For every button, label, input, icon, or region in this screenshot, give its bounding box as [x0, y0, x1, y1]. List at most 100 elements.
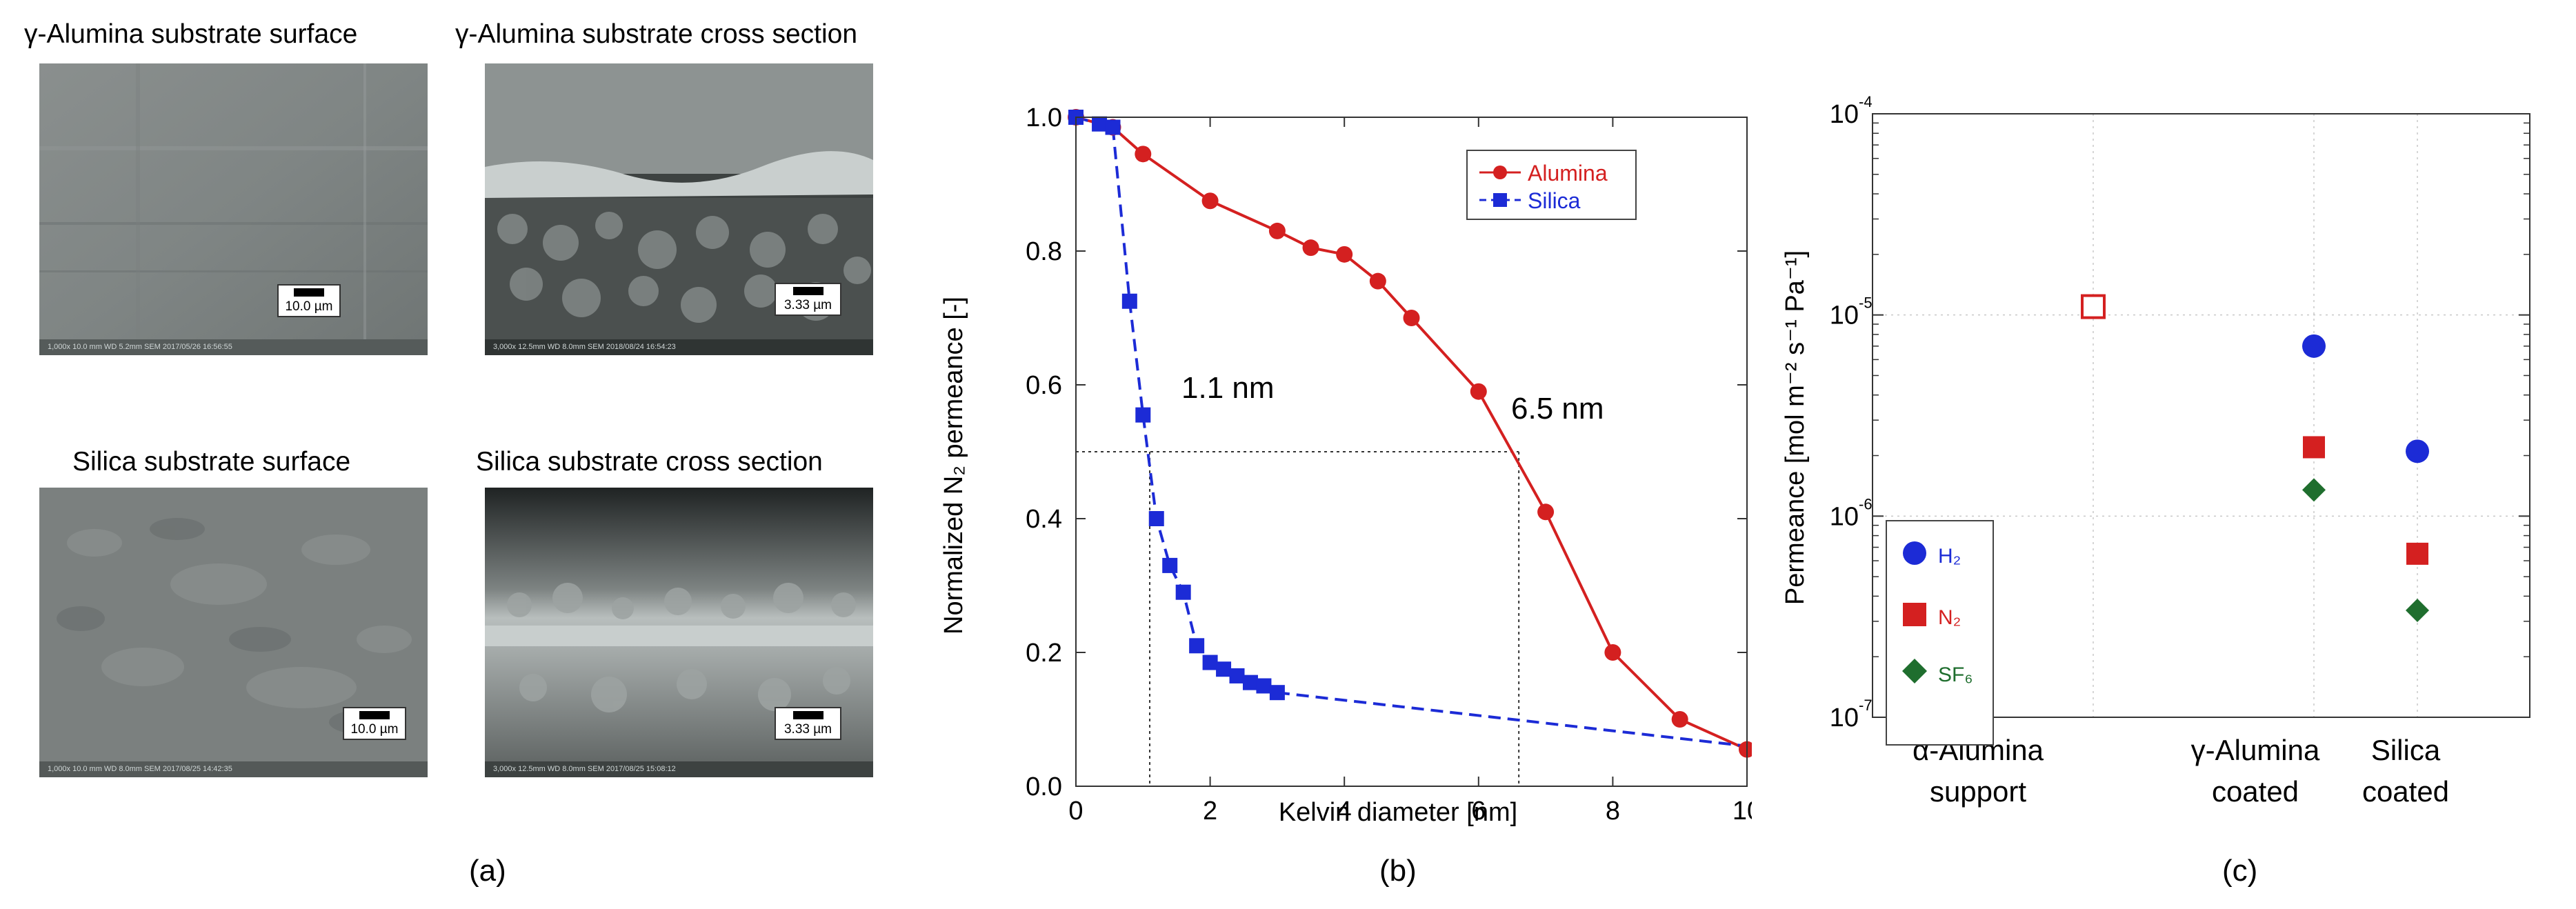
sem-title-3: Silica substrate surface — [72, 447, 351, 477]
b-frame — [1075, 117, 1748, 787]
sem-footer-1: 1,000x 10.0 mm WD 5.2mm SEM 2017/05/26 1… — [48, 343, 232, 351]
b-point-0-6 — [1336, 246, 1353, 263]
b-point-0-5 — [1302, 239, 1319, 257]
scale-bar-4: 3.33 µm — [775, 707, 841, 740]
b-point-0-7 — [1369, 272, 1386, 290]
sem-image-gamma-cross-section: 3.33 µm 3,000x 12.5mm WD 8.0mm SEM 2018/… — [485, 63, 873, 355]
b-ticks: 0 2 4 6 8 10 0.0 0.2 0.4 0.6 0.8 1.0 — [1026, 103, 1752, 826]
c-point-1-1 — [2303, 436, 2325, 459]
scale-label-2: 3.33 µm — [783, 298, 832, 312]
b-xtick-label: 8 — [1606, 797, 1620, 826]
b-ytick-label: 0.4 — [1026, 505, 1062, 534]
c-point-0-1 — [2302, 334, 2326, 358]
b-point-1-14 — [1269, 685, 1285, 701]
b-point-1-5 — [1148, 511, 1164, 526]
scale-bar-2: 3.33 µm — [775, 283, 841, 316]
scale-bar-1: 10.0 µm — [277, 284, 341, 317]
c-ytick-label: 10 — [1830, 301, 1859, 330]
b-point-0-11 — [1604, 644, 1621, 661]
c-point-1-0 — [2081, 294, 2106, 319]
sem-footer-4: 3,000x 12.5mm WD 8.0mm SEM 2017/08/25 15… — [493, 765, 676, 773]
b-xtick-label: 2 — [1203, 797, 1217, 826]
chart-b: 02468100.00.20.40.60.81.0 1.1 nm 6.5 nm … — [939, 103, 1752, 827]
panel-label-a: (a) — [469, 854, 506, 888]
b-point-1-3 — [1121, 293, 1137, 309]
panel-label-b: (b) — [1379, 854, 1417, 888]
scale-label-4: 3.33 µm — [783, 722, 832, 737]
b-series-line-0 — [1075, 116, 1748, 751]
b-ylabel: Normalized N₂ permeance [-] — [939, 297, 968, 635]
c-ytick-exp: -4 — [1859, 93, 1873, 110]
c-ylabel: Permeance [mol m⁻² s⁻¹ Pa⁻¹] — [1781, 250, 1810, 605]
c-point-1-2 — [2406, 542, 2428, 565]
c-legend: H₂ N₂ SF₆ — [1886, 520, 1994, 746]
sem-image-silica-cross-section: 3.33 µm 3,000x 12.5mm WD 8.0mm SEM 2017/… — [485, 488, 873, 777]
c-ytick-exp: -5 — [1859, 294, 1873, 312]
c-frame — [1872, 113, 2530, 718]
b-point-0-3 — [1201, 192, 1219, 210]
c-legend-n2: N₂ — [1938, 606, 1961, 629]
sem-image-silica-surface: 10.0 µm 1,000x 10.0 mm WD 8.0mm SEM 2017… — [39, 488, 428, 777]
c-category-label-1-1: coated — [2212, 775, 2299, 808]
b-points — [1068, 109, 1752, 758]
b-legend-alumina: Alumina — [1528, 161, 1608, 186]
b-point-1-8 — [1189, 638, 1205, 654]
c-ytick-exp: -6 — [1859, 495, 1873, 512]
b-series-line-1 — [1075, 116, 1278, 694]
c-category-label-2-1: coated — [2362, 775, 2449, 808]
b-axes — [1075, 117, 1748, 787]
b-xtick-label: 4 — [1337, 797, 1352, 826]
b-xlabel: Kelvin diameter [nm] — [1279, 798, 1517, 827]
b-grid — [1076, 451, 1520, 786]
sem-footer-3: 1,000x 10.0 mm WD 8.0mm SEM 2017/08/25 1… — [48, 765, 232, 773]
b-point-1-4 — [1135, 407, 1151, 423]
b-point-1-10 — [1216, 661, 1232, 677]
b-point-0-9 — [1470, 383, 1487, 400]
c-ytick-label: 10 — [1830, 703, 1859, 732]
b-point-0-4 — [1268, 222, 1286, 239]
c-point-0-2 — [2406, 439, 2429, 463]
sem-image-gamma-surface: 10.0 µm 1,000x 10.0 mm WD 5.2mm SEM 2017… — [39, 63, 428, 355]
b-annotation-1: 1.1 nm — [1181, 371, 1275, 405]
sem-footer-2: 3,000x 12.5mm WD 8.0mm SEM 2018/08/24 16… — [493, 343, 676, 351]
chart-c: 10-710-610-510-4 α-Aluminasupportγ-Alumi… — [1781, 93, 2530, 808]
b-xtick-label: 0 — [1068, 797, 1083, 826]
c-legend-h2: H₂ — [1938, 545, 1961, 568]
c-ytick-exp: -7 — [1859, 697, 1873, 714]
b-point-1-2 — [1105, 119, 1121, 135]
b-point-1-7 — [1175, 584, 1191, 600]
c-category-label-0-1: support — [1930, 775, 2026, 808]
scale-label-1: 10.0 µm — [285, 299, 333, 314]
b-point-0-10 — [1537, 503, 1555, 521]
c-category-label-2-0: Silica — [2371, 734, 2441, 766]
b-series-line-2 — [1277, 691, 1748, 748]
b-point-0-8 — [1403, 310, 1420, 326]
b-legend: Alumina Silica — [1466, 150, 1637, 220]
b-annotation-2: 6.5 nm — [1511, 392, 1604, 426]
scale-bar-3: 10.0 µm — [343, 707, 406, 740]
b-xtick-label: 6 — [1471, 797, 1486, 826]
c-category-label-1-0: γ-Alumina — [2191, 734, 2320, 766]
c-ticks: 10-710-610-510-4 — [1830, 93, 2530, 732]
c-legend-sf6: SF₆ — [1938, 663, 1973, 686]
b-point-1-6 — [1162, 557, 1178, 573]
b-point-1-13 — [1256, 678, 1272, 694]
c-categories: α-Aluminasupportγ-AluminacoatedSilicacoa… — [1913, 734, 2449, 808]
c-point-2-1 — [2302, 478, 2326, 502]
b-point-0-13 — [1739, 741, 1752, 758]
c-axes — [1872, 113, 2530, 718]
c-points — [2081, 294, 2429, 622]
c-ytick-label: 10 — [1830, 100, 1859, 129]
sem-title-2: γ-Alumina substrate cross section — [455, 19, 858, 49]
b-point-0-12 — [1671, 711, 1688, 728]
b-ytick-label: 1.0 — [1026, 103, 1062, 132]
b-ytick-label: 0.8 — [1026, 237, 1062, 266]
b-lines — [1075, 116, 1748, 751]
b-xtick-label: 10 — [1733, 797, 1752, 826]
panel-label-c: (c) — [2222, 854, 2258, 888]
c-point-2-2 — [2406, 598, 2429, 622]
b-point-1-1 — [1092, 116, 1108, 132]
b-ytick-label: 0.0 — [1026, 772, 1062, 801]
b-legend-silica: Silica — [1528, 188, 1581, 213]
b-point-1-12 — [1242, 675, 1258, 690]
